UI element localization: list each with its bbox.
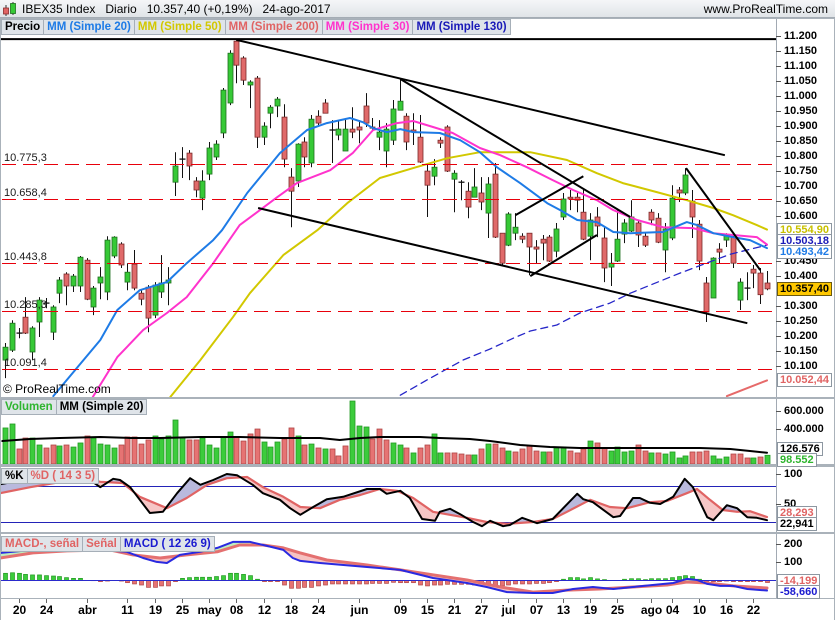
- axis-tick-label: 10.250: [784, 314, 818, 327]
- x-axis-label: 15: [420, 603, 435, 617]
- axis-tick-label: 11.050: [784, 74, 818, 87]
- stochastic-axis-divider: [776, 467, 777, 532]
- x-axis-label: jul: [501, 603, 516, 617]
- x-axis-label: 08: [229, 603, 244, 617]
- legend-percent-d[interactable]: %D ( 14 3 5): [26, 468, 100, 484]
- timeframe: Diario: [105, 1, 137, 16]
- legend-precio[interactable]: Precio: [1, 19, 45, 35]
- x-axis-label: 16: [719, 603, 734, 617]
- legend-mm-simple-30[interactable]: MM (Simple 30): [321, 19, 414, 35]
- value-badge: 10.554,90: [777, 222, 832, 237]
- price-legend: Precio MM (Simple 20) MM (Simple 50) MM …: [1, 19, 511, 35]
- x-axis-label: 21: [447, 603, 462, 617]
- x-axis-label: 10: [692, 603, 707, 617]
- legend-macd-histogram[interactable]: MACD-, señal: [1, 536, 84, 552]
- x-axis-label: 20: [12, 603, 27, 617]
- x-axis-label: 11: [121, 603, 134, 617]
- x-axis-label: 19: [583, 603, 598, 617]
- level-label: 10.658,4: [4, 186, 47, 199]
- macd-axis-divider: [776, 534, 777, 598]
- legend-mm-simple-50[interactable]: MM (Simple 50): [133, 19, 226, 35]
- x-axis-label: 12: [257, 603, 272, 617]
- legend-percent-k[interactable]: %K: [1, 468, 28, 484]
- last-price: 10.357,40 (+0,19%): [146, 1, 253, 16]
- value-badge: 22,941: [777, 517, 817, 532]
- level-label: 10.775,3: [4, 151, 47, 164]
- value-badge: 28,293: [777, 506, 817, 521]
- level-label: 10.285,3: [4, 298, 47, 311]
- level-label: 10.091,4: [4, 356, 47, 369]
- stochastic-chart-area[interactable]: [1, 467, 834, 532]
- x-axis-label: may: [197, 603, 222, 617]
- value-badge: 98.552: [777, 452, 817, 467]
- axis-tick-label: 10.850: [784, 134, 818, 147]
- value-badge: 10.357,40: [777, 281, 832, 296]
- price-axis-divider: [776, 19, 777, 397]
- website-label: www.ProRealTime.com: [703, 2, 828, 16]
- axis-tick-label: 10.750: [784, 164, 818, 177]
- x-axis-label: 09: [393, 603, 408, 617]
- axis-tick-label: 10.950: [784, 104, 818, 117]
- candlestick-icon: [2, 1, 18, 17]
- x-axis-label: 07: [529, 603, 544, 617]
- chart-date: 24-ago-2017: [262, 1, 331, 16]
- x-axis-label: 19: [148, 603, 163, 617]
- x-axis-label: abr: [78, 603, 97, 617]
- value-badge: 10.493,42: [777, 245, 832, 260]
- axis-tick-label: 10.800: [784, 149, 818, 162]
- x-axis-label: 25: [175, 603, 190, 617]
- x-axis-label: jun: [350, 603, 369, 617]
- axis-tick-label: 10.300: [784, 299, 818, 312]
- legend-volumen[interactable]: Volumen: [1, 399, 57, 415]
- level-label: 10.443,8: [4, 250, 47, 263]
- copyright-label: © ProRealTime.com: [3, 382, 111, 396]
- legend-macd[interactable]: MACD ( 12 26 9): [119, 536, 215, 552]
- legend-mm-simple-20[interactable]: MM (Simple 20): [43, 19, 135, 35]
- x-axis-label: ago: [640, 603, 663, 617]
- axis-tick-label: 200: [784, 537, 803, 550]
- legend-signal[interactable]: Señal: [82, 536, 121, 552]
- axis-tick-label: 400.000: [784, 422, 824, 435]
- x-axis-label: 24: [39, 603, 54, 617]
- legend-mm-simple-200[interactable]: MM (Simple 200): [224, 19, 323, 35]
- axis-tick-label: 10.200: [784, 329, 818, 342]
- value-badge: -58,660: [777, 585, 821, 600]
- legend-volume-mm-20[interactable]: MM (Simple 20): [55, 399, 148, 415]
- x-axis-label: 24: [311, 603, 326, 617]
- volume-axis-divider: [776, 399, 777, 464]
- title-bar: IBEX35 Index Diario 10.357,40 (+0,19%) 2…: [0, 0, 835, 18]
- axis-tick-label: 10.100: [784, 359, 818, 372]
- x-axis-label: 22: [746, 603, 761, 617]
- axis-tick-label: 10.150: [784, 344, 818, 357]
- x-axis-label: 25: [610, 603, 625, 617]
- value-badge: 10.052,44: [777, 373, 832, 388]
- axis-tick-label: 11.100: [784, 59, 818, 72]
- axis-tick-label: 10.700: [784, 179, 818, 192]
- axis-tick-label: 10.400: [784, 269, 818, 282]
- axis-tick-label: 100: [784, 555, 803, 568]
- macd-legend: MACD-, señal Señal MACD ( 12 26 9): [1, 536, 215, 552]
- axis-tick-label: 10.600: [784, 209, 818, 222]
- axis-tick-label: 11.150: [784, 44, 818, 57]
- stochastic-legend: %K %D ( 14 3 5): [1, 468, 100, 484]
- date-axis: [1, 599, 834, 620]
- axis-tick-label: 11.200: [784, 29, 818, 42]
- axis-tick-label: 10.900: [784, 119, 818, 132]
- axis-tick-label: 10.650: [784, 194, 818, 207]
- x-axis-label: 13: [556, 603, 571, 617]
- x-axis-label: 18: [284, 603, 299, 617]
- price-chart-area[interactable]: [1, 19, 834, 397]
- axis-tick-label: 100: [784, 467, 803, 480]
- volume-legend: Volumen MM (Simple 20): [1, 399, 148, 415]
- x-axis-label: 27: [474, 603, 489, 617]
- x-axis-label: 04: [665, 603, 680, 617]
- axis-tick-label: 600.000: [784, 404, 824, 417]
- axis-tick-label: 11.000: [784, 89, 818, 102]
- instrument-name: IBEX35 Index: [22, 1, 96, 16]
- legend-mm-simple-130[interactable]: MM (Simple 130): [412, 19, 511, 35]
